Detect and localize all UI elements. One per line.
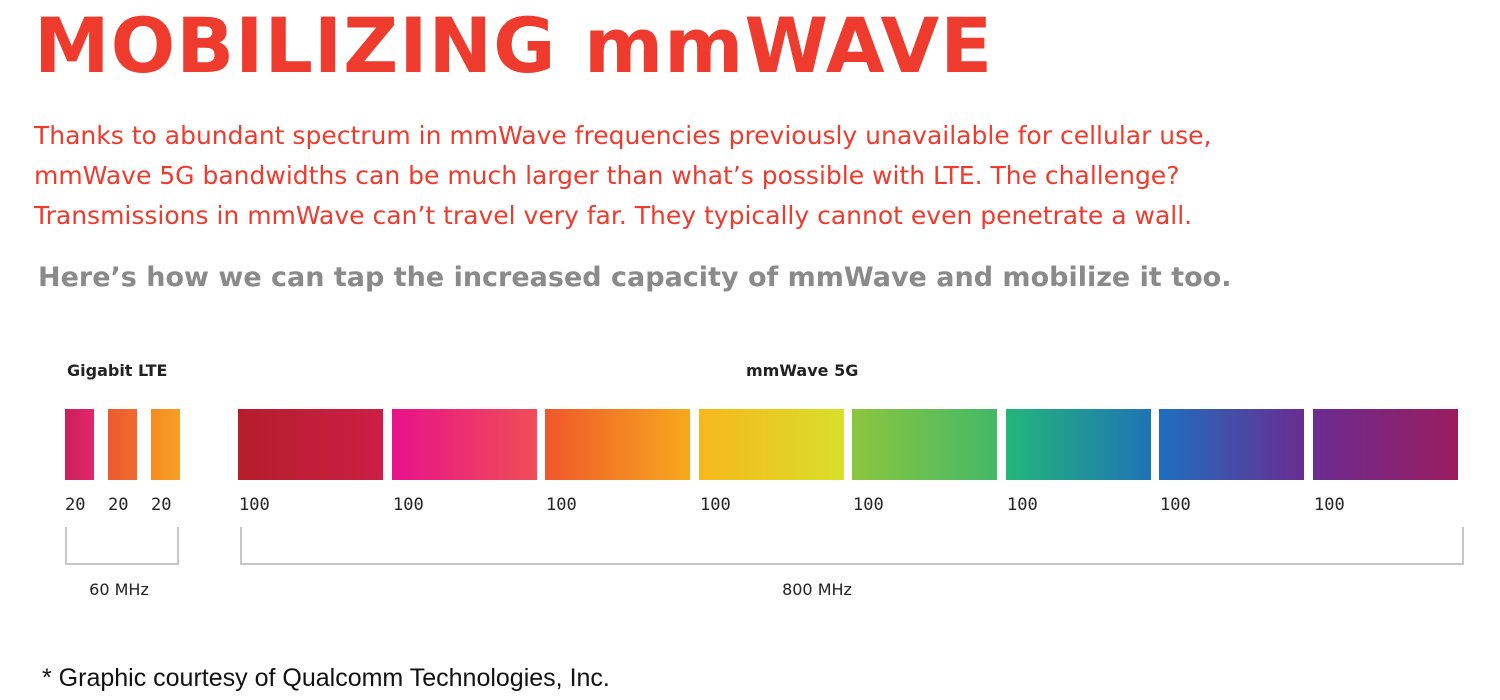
mmwave-group-label: mmWave 5G bbox=[746, 361, 859, 380]
subheading: Here’s how we can tap the increased capa… bbox=[38, 262, 1232, 293]
credit-note: * Graphic courtesy of Qualcomm Technolog… bbox=[42, 664, 610, 692]
mmwave-carrier-block bbox=[545, 409, 690, 480]
mmwave-carrier-bandwidth: 100 bbox=[239, 495, 270, 515]
lte-carrier-block bbox=[65, 409, 94, 480]
page-title: MOBILIZING mmWAVE bbox=[34, 1, 994, 90]
mmwave-carrier-bandwidth: 100 bbox=[1007, 495, 1038, 515]
mmwave-carrier-bandwidth: 100 bbox=[546, 495, 577, 515]
mmwave-carrier-bandwidth: 100 bbox=[1314, 495, 1345, 515]
mmwave-carrier-block bbox=[392, 409, 537, 480]
lte-carrier-bandwidth: 20 bbox=[151, 495, 172, 515]
lte-carrier-bandwidth: 20 bbox=[108, 495, 129, 515]
lte-bracket bbox=[65, 527, 179, 565]
mmwave-carrier-bandwidth: 100 bbox=[700, 495, 731, 515]
intro-paragraph: Thanks to abundant spectrum in mmWave fr… bbox=[34, 116, 1494, 236]
mmwave-carrier-block bbox=[1006, 409, 1151, 480]
mmwave-carrier-block bbox=[852, 409, 997, 480]
mmwave-carrier-bandwidth: 100 bbox=[393, 495, 424, 515]
lte-group-label: Gigabit LTE bbox=[67, 361, 168, 380]
lte-carrier-block bbox=[108, 409, 137, 480]
mmwave-carrier-bandwidth: 100 bbox=[853, 495, 884, 515]
mmwave-carrier-block bbox=[238, 409, 383, 480]
mmwave-carrier-block bbox=[1159, 409, 1304, 480]
lte-carrier-block bbox=[151, 409, 180, 480]
intro-line: Transmissions in mmWave can’t travel ver… bbox=[34, 201, 1193, 230]
lte-carrier-bandwidth: 20 bbox=[65, 495, 86, 515]
mmwave-total-bandwidth: 800 MHz bbox=[782, 580, 852, 599]
intro-line: mmWave 5G bandwidths can be much larger … bbox=[34, 161, 1180, 190]
mmwave-bracket bbox=[240, 527, 1464, 565]
mmwave-carrier-block bbox=[699, 409, 844, 480]
mmwave-carrier-bandwidth: 100 bbox=[1160, 495, 1191, 515]
lte-total-bandwidth: 60 MHz bbox=[89, 580, 149, 599]
mmwave-carrier-block bbox=[1313, 409, 1458, 480]
intro-line: Thanks to abundant spectrum in mmWave fr… bbox=[34, 121, 1212, 150]
